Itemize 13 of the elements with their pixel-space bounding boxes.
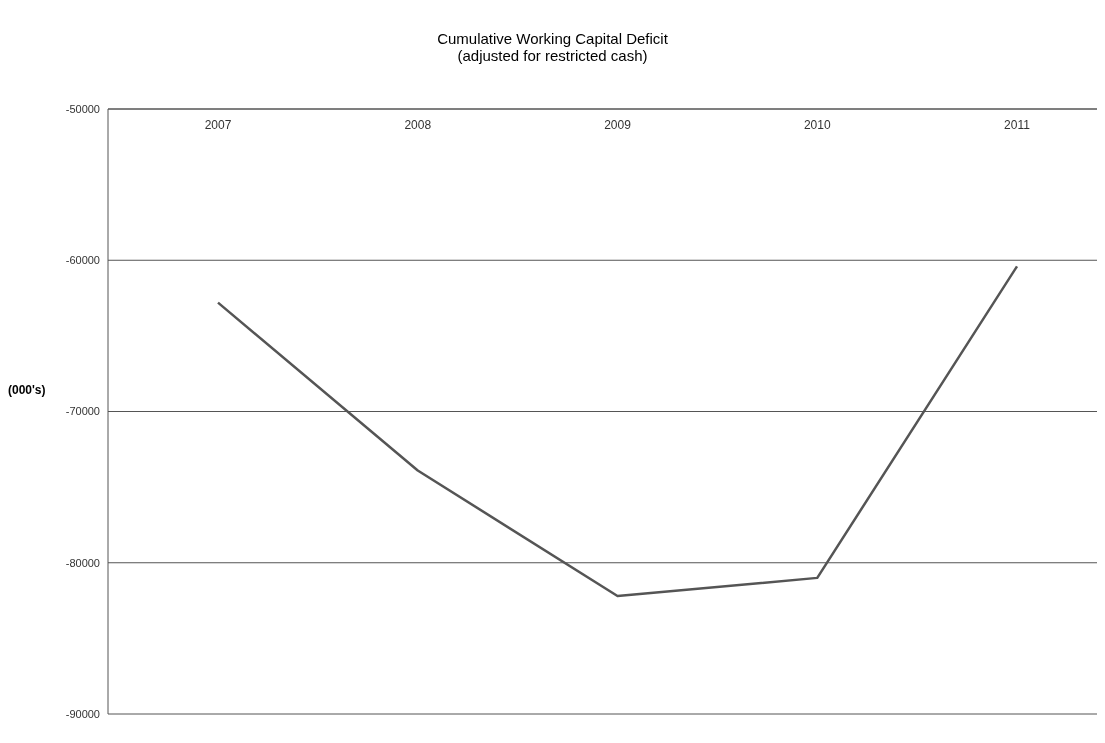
y-tick-label: -60000: [65, 254, 100, 267]
chart-title: Cumulative Working Capital Deficit: [436, 30, 669, 47]
x-tick-label: 2011: [1004, 118, 1031, 132]
x-tick-label: 2008: [404, 118, 432, 132]
chart-subtitle: (adjusted for restricted cash): [456, 47, 649, 64]
y-tick-label: -50000: [65, 102, 100, 115]
x-tick-label: 2007: [204, 118, 232, 132]
y-tick-label: -80000: [65, 556, 100, 569]
x-tick-label: 2010: [803, 118, 831, 132]
y-axis-title: (000's): [8, 383, 46, 397]
x-tick-label: 2009: [604, 118, 632, 132]
y-tick-label: -90000: [65, 707, 100, 720]
y-tick-label: -70000: [65, 405, 100, 418]
